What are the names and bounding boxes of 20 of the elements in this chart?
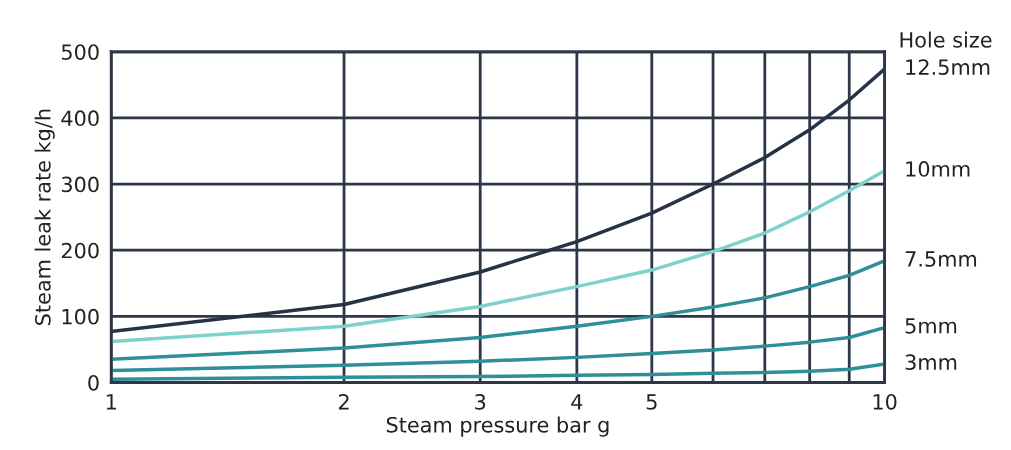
- y-axis-title: Steam leak rate kg/h: [34, 109, 55, 325]
- series-label: 3mm: [905, 354, 957, 371]
- series-label: 12.5mm: [906, 59, 990, 75]
- y-tick-label: 100: [62, 308, 99, 325]
- series-label: 7.5mm: [905, 251, 977, 267]
- x-tick-label: 2: [338, 393, 349, 410]
- y-tick-label: 0: [88, 374, 99, 391]
- series-label: 5mm: [905, 318, 957, 334]
- x-axis-title: Steam pressure bar g: [386, 416, 609, 437]
- x-tick-label: 4: [571, 394, 583, 410]
- x-tick-label: 3: [475, 393, 486, 410]
- y-tick-label: 400: [61, 110, 99, 127]
- x-tick-label: 1: [106, 394, 116, 410]
- x-tick-label: 10: [873, 393, 897, 410]
- x-tick-label: 5: [646, 394, 657, 410]
- legend-title: Hole size: [900, 31, 992, 48]
- y-tick-label: 300: [61, 176, 99, 193]
- y-tick-label: 200: [61, 242, 99, 259]
- y-tick-label: 500: [61, 44, 99, 60]
- series-label: 10mm: [906, 161, 970, 177]
